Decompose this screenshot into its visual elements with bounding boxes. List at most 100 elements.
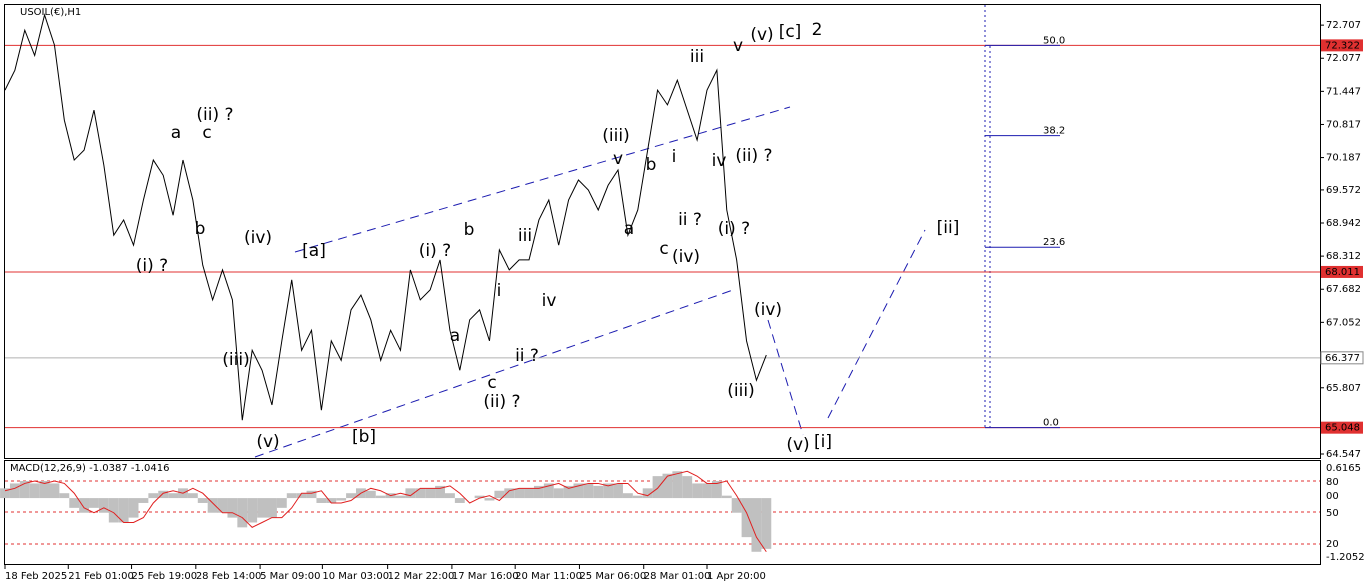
macd-bar — [543, 483, 554, 499]
macd-signal — [4, 470, 767, 553]
chart-title: USOIL(€),H1 — [20, 7, 81, 18]
y-tick-label: 68.312 — [1326, 251, 1361, 262]
macd-bar — [375, 495, 386, 499]
macd-bar — [267, 498, 277, 518]
macd-bar — [0, 488, 10, 499]
wave-label: iii — [690, 47, 704, 67]
macd-bar — [484, 498, 495, 501]
x-tick-label: 20 Mar 11:00 — [515, 571, 582, 582]
wave-label: (ii) ? — [735, 146, 772, 166]
wave-label: b — [646, 155, 657, 175]
wave-label: 2 — [812, 20, 823, 40]
macd-bar — [128, 498, 139, 518]
macd-bar — [395, 495, 406, 499]
x-tick-label: 28 Feb 14:00 — [196, 571, 262, 582]
macd-bar — [296, 493, 307, 499]
x-tick-label: 25 Mar 06:00 — [579, 571, 646, 582]
x-tick-label: 28 Mar 01:00 — [644, 571, 711, 582]
macd-bar — [158, 490, 169, 499]
wave-label: (i) ? — [136, 256, 168, 276]
macd-bar — [187, 493, 198, 499]
macd-bar — [603, 483, 614, 499]
x-tick-label: 18 Feb 2025 — [5, 571, 67, 582]
macd-bar — [217, 498, 228, 513]
wave-label: c — [659, 239, 668, 259]
wave-label: iv — [542, 291, 557, 311]
macd-bar — [346, 493, 356, 499]
price-line — [4, 13, 767, 421]
x-tick-label: 5 Mar 09:00 — [260, 571, 320, 582]
x-tick-label: 25 Feb 19:00 — [132, 571, 198, 582]
wave-label: iii — [518, 226, 532, 246]
macd-bar — [672, 471, 683, 499]
macd-bar — [415, 488, 426, 499]
macd-bar — [721, 495, 732, 499]
macd-bar — [504, 488, 515, 499]
wave-label: c — [487, 373, 496, 393]
macd-bar — [69, 498, 80, 508]
macd-bar — [316, 498, 327, 503]
macd-bar — [711, 481, 722, 499]
macd-bar — [642, 488, 653, 499]
macd-bar — [454, 498, 465, 503]
macd-bar — [247, 498, 258, 523]
y-tick-label: 67.682 — [1326, 284, 1361, 295]
macd-bar — [524, 488, 534, 499]
macd-axis-label: 50 — [1326, 508, 1339, 519]
macd-bar — [326, 498, 337, 503]
wave-label: ii ? — [515, 346, 539, 366]
macd-bar — [692, 483, 703, 499]
macd-bar — [435, 485, 445, 499]
wave-label: (i) ? — [419, 241, 451, 261]
y-tick-label: 64.547 — [1326, 449, 1361, 460]
y-tick-label: 68.942 — [1326, 218, 1361, 229]
wave-label: (v) — [786, 435, 809, 455]
fib-label: 50.0 — [1043, 35, 1065, 46]
wave-label: iv — [712, 151, 727, 171]
wave-label: ii ? — [678, 210, 702, 230]
macd-bar — [563, 485, 574, 499]
macd-bar — [474, 495, 485, 499]
wave-label: c — [202, 123, 211, 143]
wave-label: [c] — [779, 22, 802, 42]
wave-label: a — [624, 219, 634, 239]
macd-bar — [29, 483, 40, 499]
y-tick-label: 72.707 — [1326, 20, 1361, 31]
wave-lines — [254, 106, 926, 458]
macd-bar — [514, 488, 525, 499]
level-box — [1321, 265, 1363, 278]
wave-label: v — [613, 149, 623, 169]
macd-bar — [553, 488, 564, 499]
channel-upper — [294, 106, 791, 253]
macd-bar — [533, 485, 544, 499]
macd-bar — [425, 488, 436, 499]
wave-label: b — [464, 220, 475, 240]
macd-bar — [494, 490, 505, 499]
macd-bar — [49, 483, 60, 499]
current-price-box — [1320, 351, 1364, 365]
price-frame — [4, 4, 1321, 459]
x-tick-label: 21 Feb 01:00 — [68, 571, 134, 582]
wave-label: i — [672, 147, 677, 167]
macd-bar — [237, 498, 248, 528]
wave-label: (iv) — [754, 300, 782, 320]
macd-bar — [138, 498, 149, 503]
fib-label: 23.6 — [1043, 237, 1065, 248]
macd-bar — [573, 483, 584, 499]
macd-bar — [613, 483, 623, 499]
macd-axis-label: -1.2052 — [1326, 552, 1365, 563]
projection-up — [827, 229, 926, 419]
level-label: 68.011 — [1325, 267, 1360, 278]
fib-label: 38.2 — [1043, 126, 1065, 137]
macd-bar — [593, 485, 604, 499]
macd-bar — [286, 493, 297, 499]
wave-label: (v) — [750, 25, 773, 45]
macd-bar — [761, 498, 772, 549]
macd-bar — [583, 483, 594, 499]
macd-bar — [108, 498, 119, 523]
wave-label: a — [171, 123, 181, 143]
macd-bar — [731, 498, 742, 513]
macd-label: MACD(12,26,9) -1.0387 -1.0416 — [10, 463, 170, 474]
level-box — [1321, 421, 1363, 434]
